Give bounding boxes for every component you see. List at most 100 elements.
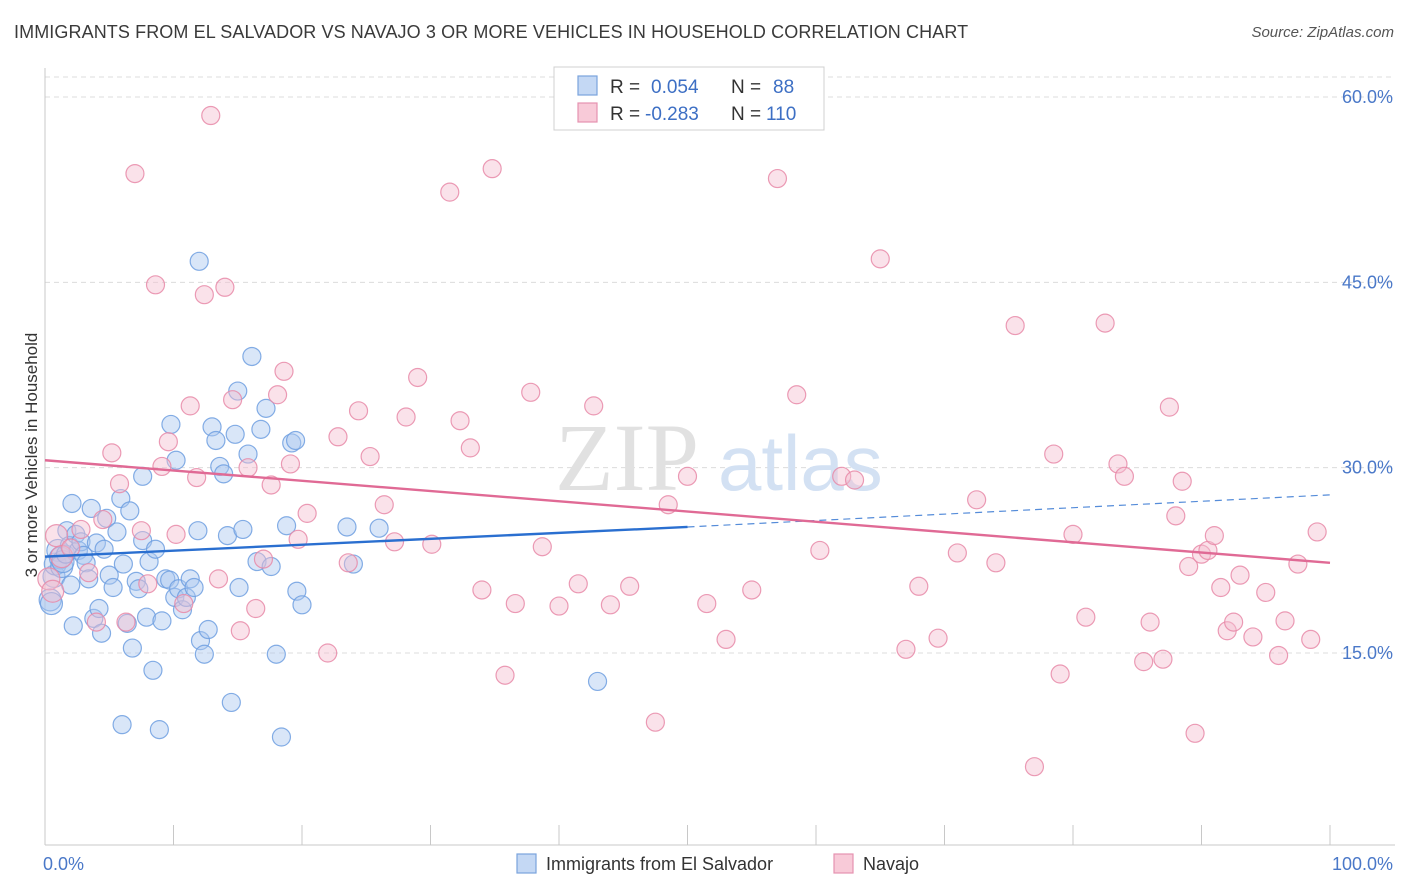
navajo-point — [896, 639, 916, 659]
trend-line-navajo — [44, 459, 1331, 565]
navajo-point — [600, 595, 621, 615]
el-salvador-point — [271, 727, 292, 747]
watermark-atlas: atlas — [718, 419, 883, 507]
series-legend-swatch-blue — [516, 853, 537, 874]
legend-swatch-pink — [577, 102, 598, 123]
navajo-point — [1268, 645, 1289, 666]
el-salvador-point — [117, 613, 137, 633]
el-salvador-point — [120, 501, 140, 521]
navajo-point — [41, 579, 65, 603]
navajo-point — [1108, 454, 1128, 474]
el-salvador-point — [172, 600, 193, 620]
watermark-zip: ZIP — [555, 404, 699, 511]
el-salvador-point — [143, 660, 163, 680]
el-salvador-point — [112, 715, 132, 735]
navajo-point — [174, 593, 194, 614]
navajo-point — [532, 537, 552, 557]
el-salvador-point — [242, 346, 262, 367]
navajo-point — [495, 665, 515, 685]
navajo-point — [93, 509, 113, 530]
el-salvador-point — [166, 450, 186, 470]
el-salvador-point — [184, 577, 204, 598]
el-salvador-point — [39, 591, 64, 616]
navajo-point — [138, 574, 158, 594]
el-salvador-point — [256, 398, 276, 418]
navajo-point — [223, 390, 243, 410]
navajo-point — [549, 596, 569, 616]
el-salvador-point — [225, 424, 245, 444]
el-salvador-point — [251, 419, 271, 439]
navajo-point — [909, 576, 929, 596]
navajo-point — [116, 612, 136, 632]
navajo-point — [158, 432, 178, 452]
navajo-point — [61, 538, 81, 558]
x-tick-label-100: 100.0% — [1332, 854, 1393, 874]
stats-legend: R = 0.054 N = 88 R = -0.283 N = 110 — [553, 66, 825, 131]
el-salvador-point — [292, 595, 312, 615]
series-legend: Immigrants from El Salvador Navajo — [516, 853, 919, 874]
navajo-point — [253, 549, 274, 569]
legend-n-label-pink: N = — [731, 104, 761, 125]
navajo-point — [338, 553, 358, 573]
navajo-point — [697, 593, 717, 614]
el-salvador-point — [103, 577, 123, 598]
el-salvador-point — [126, 571, 146, 591]
el-salvador-point — [129, 579, 149, 599]
series-navajo — [37, 105, 1327, 777]
navajo-point — [215, 277, 235, 297]
el-salvador-point — [369, 518, 389, 538]
el-salvador-point — [149, 720, 169, 740]
el-salvador-point — [233, 519, 253, 540]
navajo-point — [810, 540, 830, 561]
navajo-point — [261, 475, 281, 495]
navajo-point — [152, 456, 172, 477]
y-tick-label-60: 60.0% — [1342, 87, 1393, 107]
navajo-point — [374, 495, 394, 515]
el-salvador-point — [79, 569, 99, 589]
legend-r-value-blue: 0.054 — [651, 77, 699, 98]
navajo-point — [1134, 652, 1154, 672]
navajo-point — [460, 438, 480, 458]
navajo-point — [274, 361, 294, 381]
navajo-point — [1076, 607, 1096, 627]
el-salvador-point — [62, 493, 82, 514]
legend-n-label-blue: N = — [731, 77, 761, 98]
navajo-point — [238, 458, 258, 478]
tick-labels: 15.0% 30.0% 45.0% 60.0% 0.0% 100.0% — [43, 87, 1393, 874]
navajo-point — [408, 367, 428, 388]
navajo-point — [947, 543, 967, 563]
navajo-point — [208, 569, 229, 589]
trend-line-el-salvador — [44, 525, 688, 558]
navajo-point — [1095, 313, 1115, 333]
navajo-point — [246, 598, 266, 619]
navajo-point — [584, 396, 604, 416]
navajo-point — [1288, 554, 1308, 574]
navajo-point — [677, 466, 698, 486]
el-salvador-point — [261, 556, 281, 577]
navajo-point — [928, 628, 948, 648]
navajo-point — [1172, 471, 1192, 491]
el-salvador-point — [122, 638, 142, 658]
el-salvador-point — [285, 430, 306, 451]
y-tick-label-30: 30.0% — [1342, 458, 1393, 478]
navajo-point — [521, 382, 541, 402]
legend-swatch-blue — [577, 75, 598, 96]
y-tick-label-15: 15.0% — [1342, 643, 1393, 663]
el-salvador-point — [238, 444, 258, 464]
el-salvador-point — [189, 251, 209, 271]
navajo-point — [79, 563, 99, 583]
navajo-point — [787, 385, 807, 405]
navajo-point — [620, 576, 640, 596]
el-salvador-point — [276, 516, 297, 536]
el-salvador-point — [194, 644, 214, 664]
navajo-point — [180, 396, 200, 416]
navajo-point — [267, 385, 288, 405]
navajo-point — [844, 470, 865, 490]
series-legend-swatch-pink — [833, 853, 854, 874]
el-salvador-point — [133, 466, 153, 486]
navajo-point — [125, 164, 145, 184]
chart-title: IMMIGRANTS FROM EL SALVADOR VS NAVAJO 3 … — [14, 22, 969, 42]
el-salvador-point — [113, 554, 133, 574]
navajo-point — [1185, 723, 1205, 743]
